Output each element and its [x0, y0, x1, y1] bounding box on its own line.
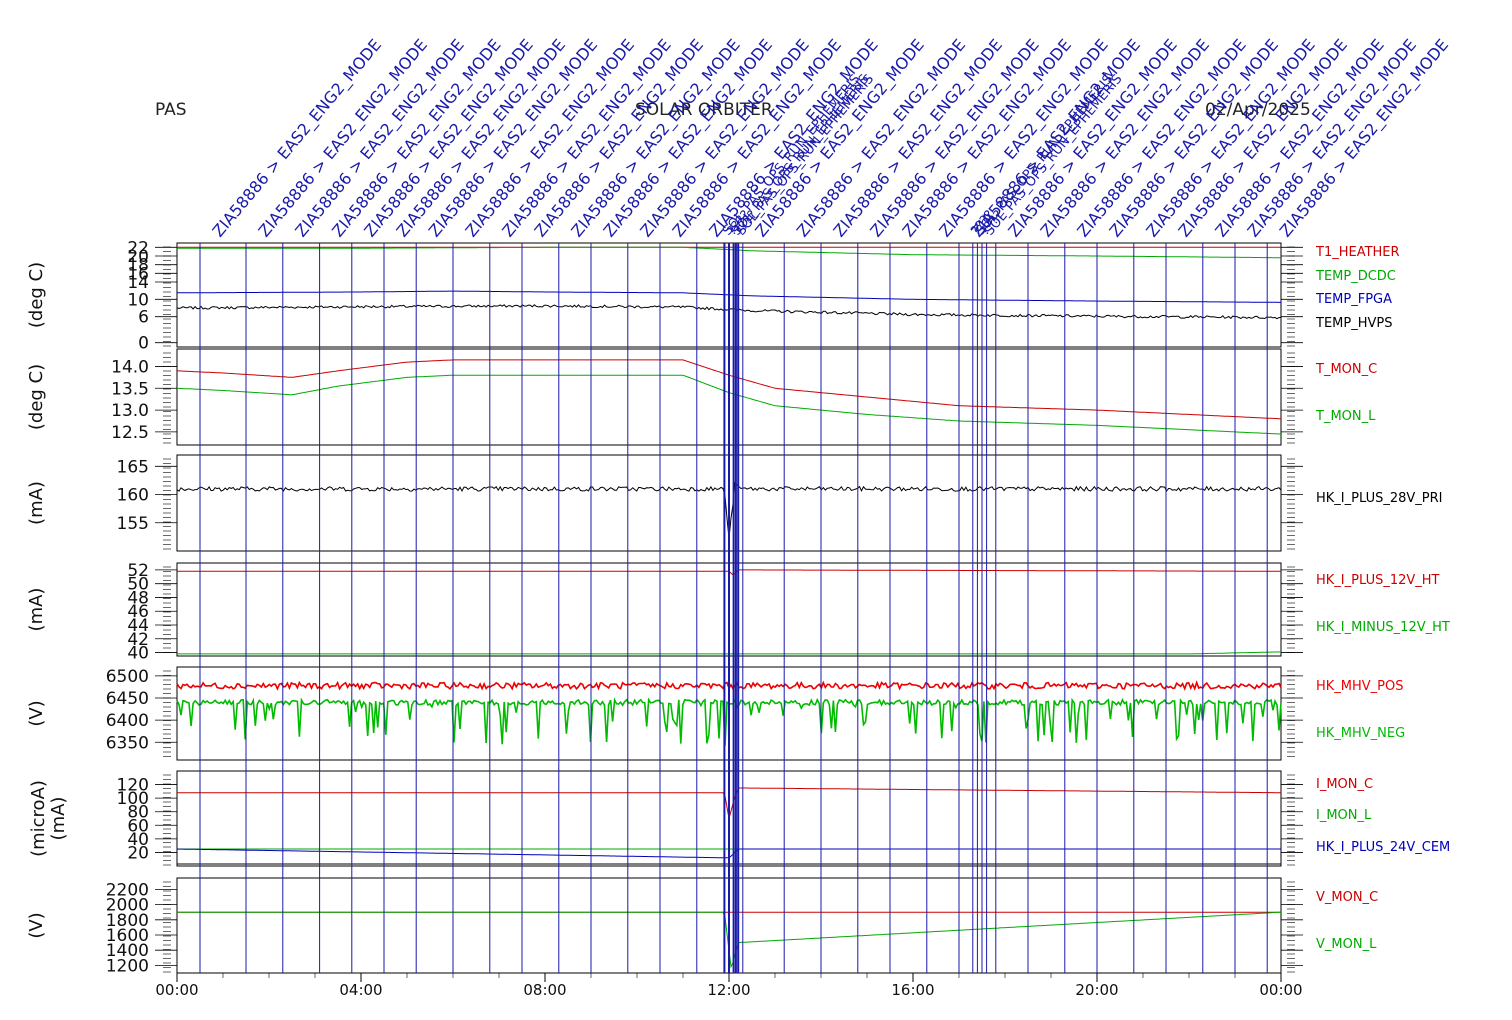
x-tick-label: 08:00 — [523, 981, 566, 999]
series-label: T1_HEATHER — [1315, 245, 1400, 260]
y-tick-label: 46 — [127, 602, 149, 622]
y-tick-label: 0 — [138, 334, 149, 354]
series-label: T_MON_L — [1315, 409, 1376, 424]
y-tick-label: 160 — [117, 486, 149, 506]
y-tick-label: 14 — [127, 273, 149, 293]
y-tick-label: 52 — [127, 561, 149, 581]
y-tick-label: 44 — [127, 616, 149, 636]
header-right: 02/Apr/2025 — [1205, 100, 1311, 120]
header-center: SOLAR ORBITER — [635, 100, 773, 120]
y-tick-label: 6450 — [106, 689, 149, 709]
y-axis-label: (V) — [26, 912, 47, 938]
y-tick-label: 1600 — [106, 926, 149, 946]
y-tick-label: 22 — [127, 238, 149, 258]
series-label: HK_I_PLUS_24V_CEM — [1316, 840, 1450, 855]
y-tick-label: 40 — [127, 644, 149, 664]
y-tick-label: 6400 — [106, 711, 149, 731]
y-tick-label: 100 — [117, 789, 149, 809]
series-label: I_MON_L — [1316, 808, 1372, 823]
y-tick-label: 80 — [127, 803, 149, 823]
y-tick-label: 10 — [127, 290, 149, 310]
series-label: T_MON_C — [1315, 362, 1377, 377]
y-axis-label: (deg C) — [26, 262, 47, 328]
y-tick-label: 1400 — [106, 941, 149, 961]
header-left: PAS — [155, 100, 187, 120]
series-label: HK_MHV_POS — [1316, 679, 1404, 694]
y-tick-label: 6500 — [106, 667, 149, 687]
x-tick-label: 00:00 — [1259, 981, 1302, 999]
x-tick-label: 20:00 — [1075, 981, 1118, 999]
series-label: HK_MHV_NEG — [1316, 726, 1405, 741]
y-tick-label: 6350 — [106, 733, 149, 753]
x-tick-label: 12:00 — [707, 981, 750, 999]
y-tick-label: 20 — [127, 247, 149, 267]
y-tick-label: 165 — [117, 457, 149, 477]
series-label: HK_I_MINUS_12V_HT — [1316, 620, 1450, 635]
y-tick-label: 2200 — [106, 880, 149, 900]
x-tick-label: 00:00 — [155, 981, 198, 999]
y-tick-label: 40 — [127, 830, 149, 850]
series-label: V_MON_C — [1316, 890, 1378, 905]
x-tick-label: 16:00 — [891, 981, 934, 999]
y-axis-label: (V) — [26, 700, 47, 726]
y-tick-label: 1800 — [106, 911, 149, 931]
series-label: TEMP_HVPS — [1315, 316, 1392, 331]
x-axis: 00:00 04:00 08:00 12:00 16:00 20:00 00:00 — [155, 973, 1303, 999]
y-tick-label: 50 — [127, 575, 149, 595]
y-axis-label: (microA) — [28, 780, 49, 857]
y-tick-label: 2000 — [106, 896, 149, 916]
y-tick-label: 12.5 — [111, 423, 149, 443]
series-label: HK_I_PLUS_28V_PRI — [1316, 491, 1442, 506]
y-tick-label: 18 — [127, 256, 149, 276]
series-label: I_MON_C — [1316, 777, 1373, 792]
y-tick-label: 16 — [127, 264, 149, 284]
panel-2: 12.513.013.514.0 (deg C) T_MON_C T_MON_L — [26, 348, 1377, 446]
y-tick-label: 48 — [127, 588, 149, 608]
y-tick-label: 42 — [127, 630, 149, 650]
y-tick-label: 13.0 — [111, 401, 149, 421]
y-tick-label: 120 — [117, 776, 149, 796]
y-tick-label: 13.5 — [111, 379, 149, 399]
series-label: HK_I_PLUS_12V_HT — [1316, 573, 1440, 588]
y-tick-label: 1200 — [106, 956, 149, 976]
series-label: TEMP_FPGA — [1315, 292, 1392, 307]
series-label: TEMP_DCDC — [1315, 269, 1396, 284]
y-axis-label: (mA) — [26, 588, 47, 632]
x-tick-label: 04:00 — [339, 981, 382, 999]
y-tick-label: 60 — [127, 816, 149, 836]
y-tick-label: 14.0 — [111, 357, 149, 377]
y-axis-label: (mA) — [26, 481, 47, 525]
y-tick-label: 155 — [117, 514, 149, 534]
y-tick-label: 6 — [138, 308, 149, 328]
y-tick-label: 20 — [127, 843, 149, 863]
y-axis-label-2: (mA) — [48, 797, 69, 841]
y-axis-label: (deg C) — [26, 364, 47, 430]
series-label: V_MON_L — [1316, 937, 1377, 952]
